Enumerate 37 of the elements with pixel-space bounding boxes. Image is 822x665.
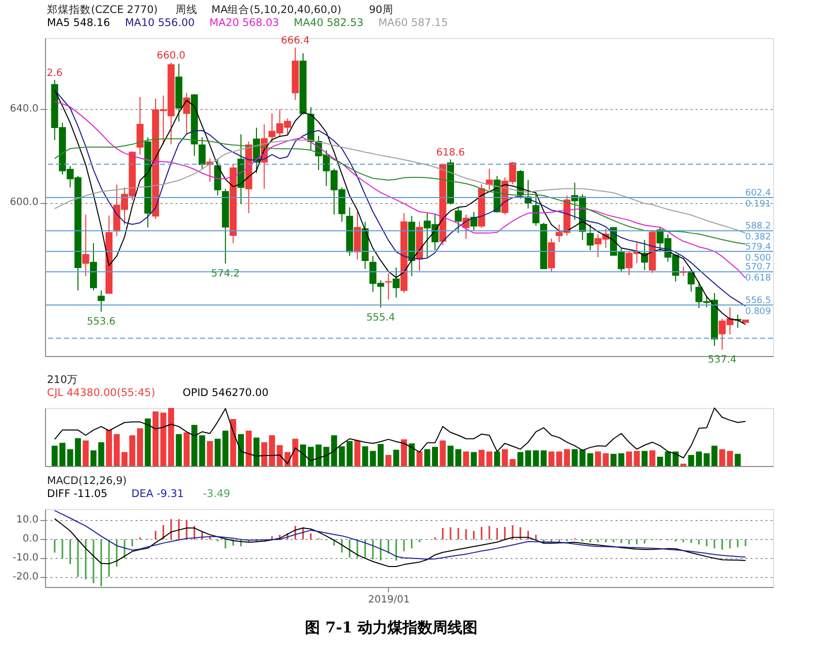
text: -3.49 <box>203 488 230 500</box>
text: 周线 <box>175 3 198 16</box>
y-tick-label: 0.0 <box>22 533 38 544</box>
annotation: 555.4 <box>366 312 395 324</box>
annotation: 618.6 <box>436 148 465 159</box>
ref-line-label: 602.4 0.191 <box>745 188 772 210</box>
y-tick-label: 640.0 <box>10 103 38 114</box>
text: MA20 568.03 <box>209 17 280 29</box>
text: 郑煤指数(CZCE 2770) <box>47 4 158 16</box>
annotation: 574.2 <box>211 268 240 280</box>
y-tick-label: 600.0 <box>10 197 38 208</box>
text: MA40 582.53 <box>294 17 364 29</box>
y-tick-label: -10.0 <box>12 552 38 564</box>
annotation: 553.6 <box>86 316 116 328</box>
text: 90周 <box>369 4 394 16</box>
series-label: CJL 44380.00(55:45) <box>47 387 156 399</box>
text: 210万 <box>47 374 78 386</box>
y-tick-label: -20.0 <box>12 571 38 582</box>
series-label: OPID 546270.00 <box>182 387 269 399</box>
text: MA组合(5,10,20,40,60,0) <box>211 3 342 16</box>
text: MA60 587.15 <box>378 17 448 29</box>
ref-line-label: 588.2 0.382 <box>745 222 771 243</box>
x-tick-label: 2019/01 <box>368 594 410 606</box>
annotation: 666.4 <box>280 36 310 47</box>
ref-line-label: 556.5 0.809 <box>745 296 772 317</box>
text: 图 7-1 动力煤指数周线图 <box>305 618 478 636</box>
text: DEA -9.31 <box>131 488 184 500</box>
series-label: DIFF -11.05 <box>47 488 108 500</box>
y-tick-label: 10.0 <box>16 514 38 526</box>
text: MA10 556.00 <box>125 17 195 29</box>
annotation: 537.4 <box>708 354 737 366</box>
text: MA5 548.16 <box>47 17 110 29</box>
annotation: 2.6 <box>46 68 63 79</box>
ref-line-label: 570.7 0.618 <box>745 262 772 284</box>
ref-line-label: 579.4 0.500 <box>745 242 772 264</box>
annotation: 660.0 <box>156 50 186 62</box>
text: MACD(12,26,9) <box>47 475 127 487</box>
